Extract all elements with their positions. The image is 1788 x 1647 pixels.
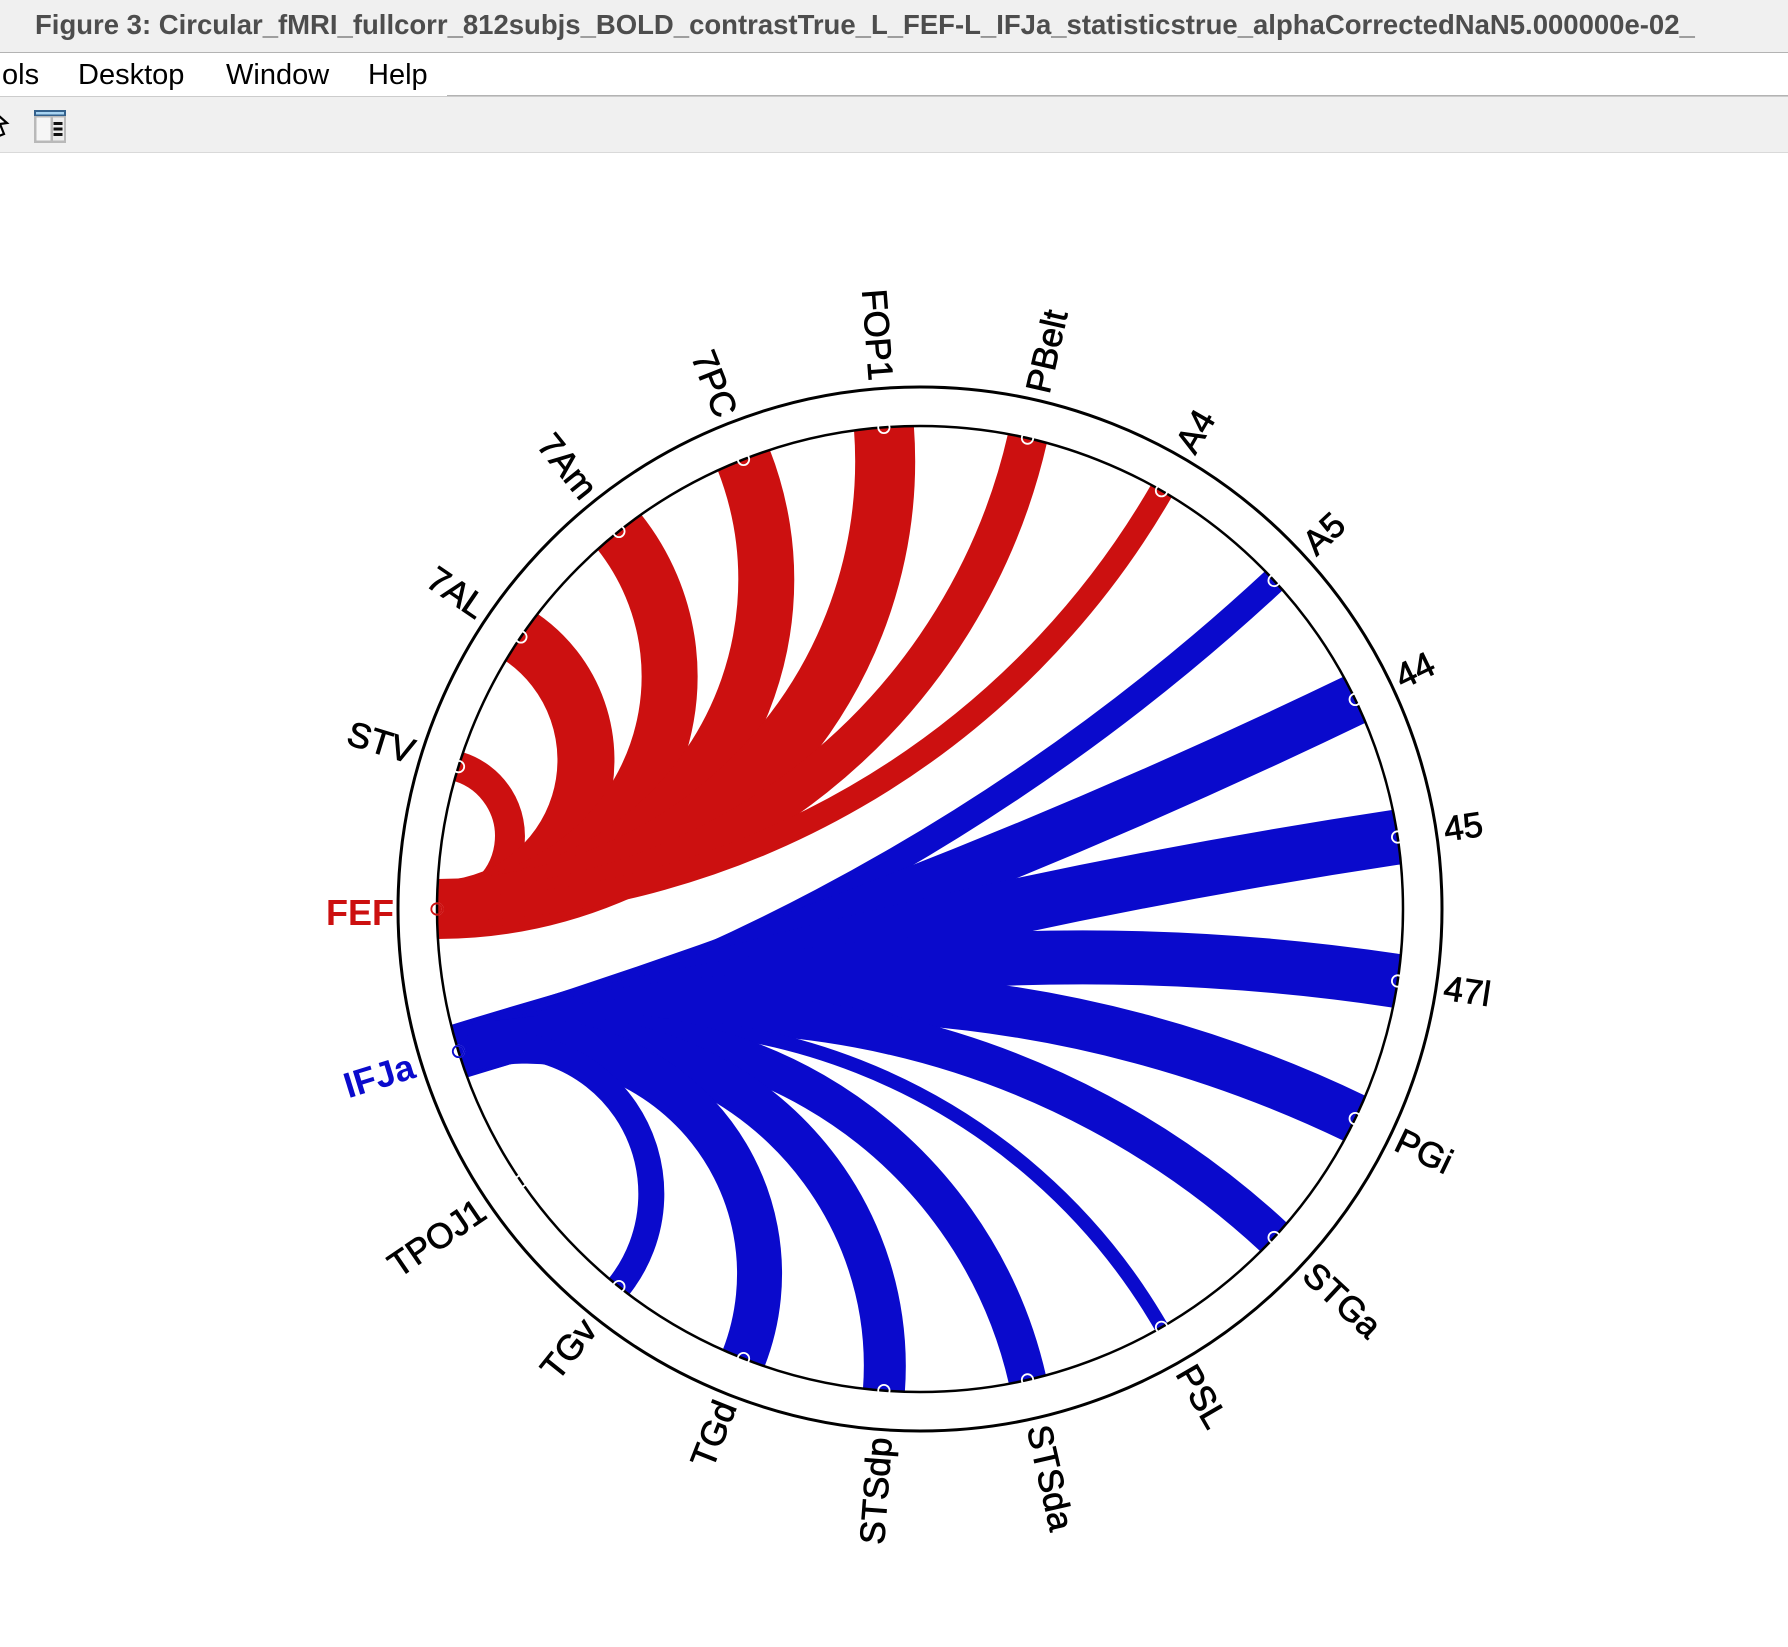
svg-text:PGi: PGi	[1389, 1121, 1459, 1181]
svg-text:7AL: 7AL	[420, 559, 493, 626]
svg-text:STSdp: STSdp	[853, 1436, 900, 1546]
svg-text:PSL: PSL	[1168, 1358, 1235, 1435]
svg-text:7Am: 7Am	[529, 426, 604, 507]
svg-text:47l: 47l	[1441, 969, 1493, 1015]
svg-text:A4: A4	[1168, 403, 1223, 460]
svg-text:FEF: FEF	[326, 892, 394, 933]
svg-text:45: 45	[1441, 805, 1485, 849]
svg-text:PBelt: PBelt	[1019, 306, 1076, 397]
svg-text:IFJa: IFJa	[339, 1045, 421, 1106]
svg-text:STGa: STGa	[1295, 1255, 1389, 1346]
svg-text:44: 44	[1389, 645, 1441, 697]
svg-text:STSda: STSda	[1019, 1421, 1081, 1535]
svg-text:TGv: TGv	[533, 1311, 605, 1387]
svg-text:FOP1: FOP1	[854, 288, 900, 382]
svg-text:STV: STV	[343, 714, 420, 772]
svg-text:7PC: 7PC	[683, 345, 744, 423]
svg-text:TGd: TGd	[683, 1395, 744, 1473]
svg-text:TPOJ1: TPOJ1	[381, 1191, 493, 1285]
